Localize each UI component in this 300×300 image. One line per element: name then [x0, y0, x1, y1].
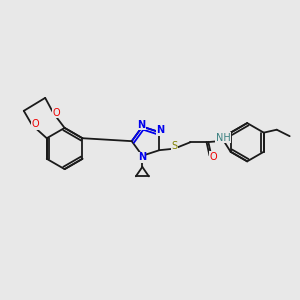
Text: N: N	[137, 120, 145, 130]
Text: O: O	[209, 152, 217, 162]
Text: N: N	[157, 125, 165, 135]
Text: O: O	[52, 108, 60, 118]
Text: NH: NH	[216, 133, 230, 143]
Text: N: N	[138, 152, 146, 163]
Text: S: S	[171, 141, 177, 151]
Text: O: O	[31, 119, 39, 129]
